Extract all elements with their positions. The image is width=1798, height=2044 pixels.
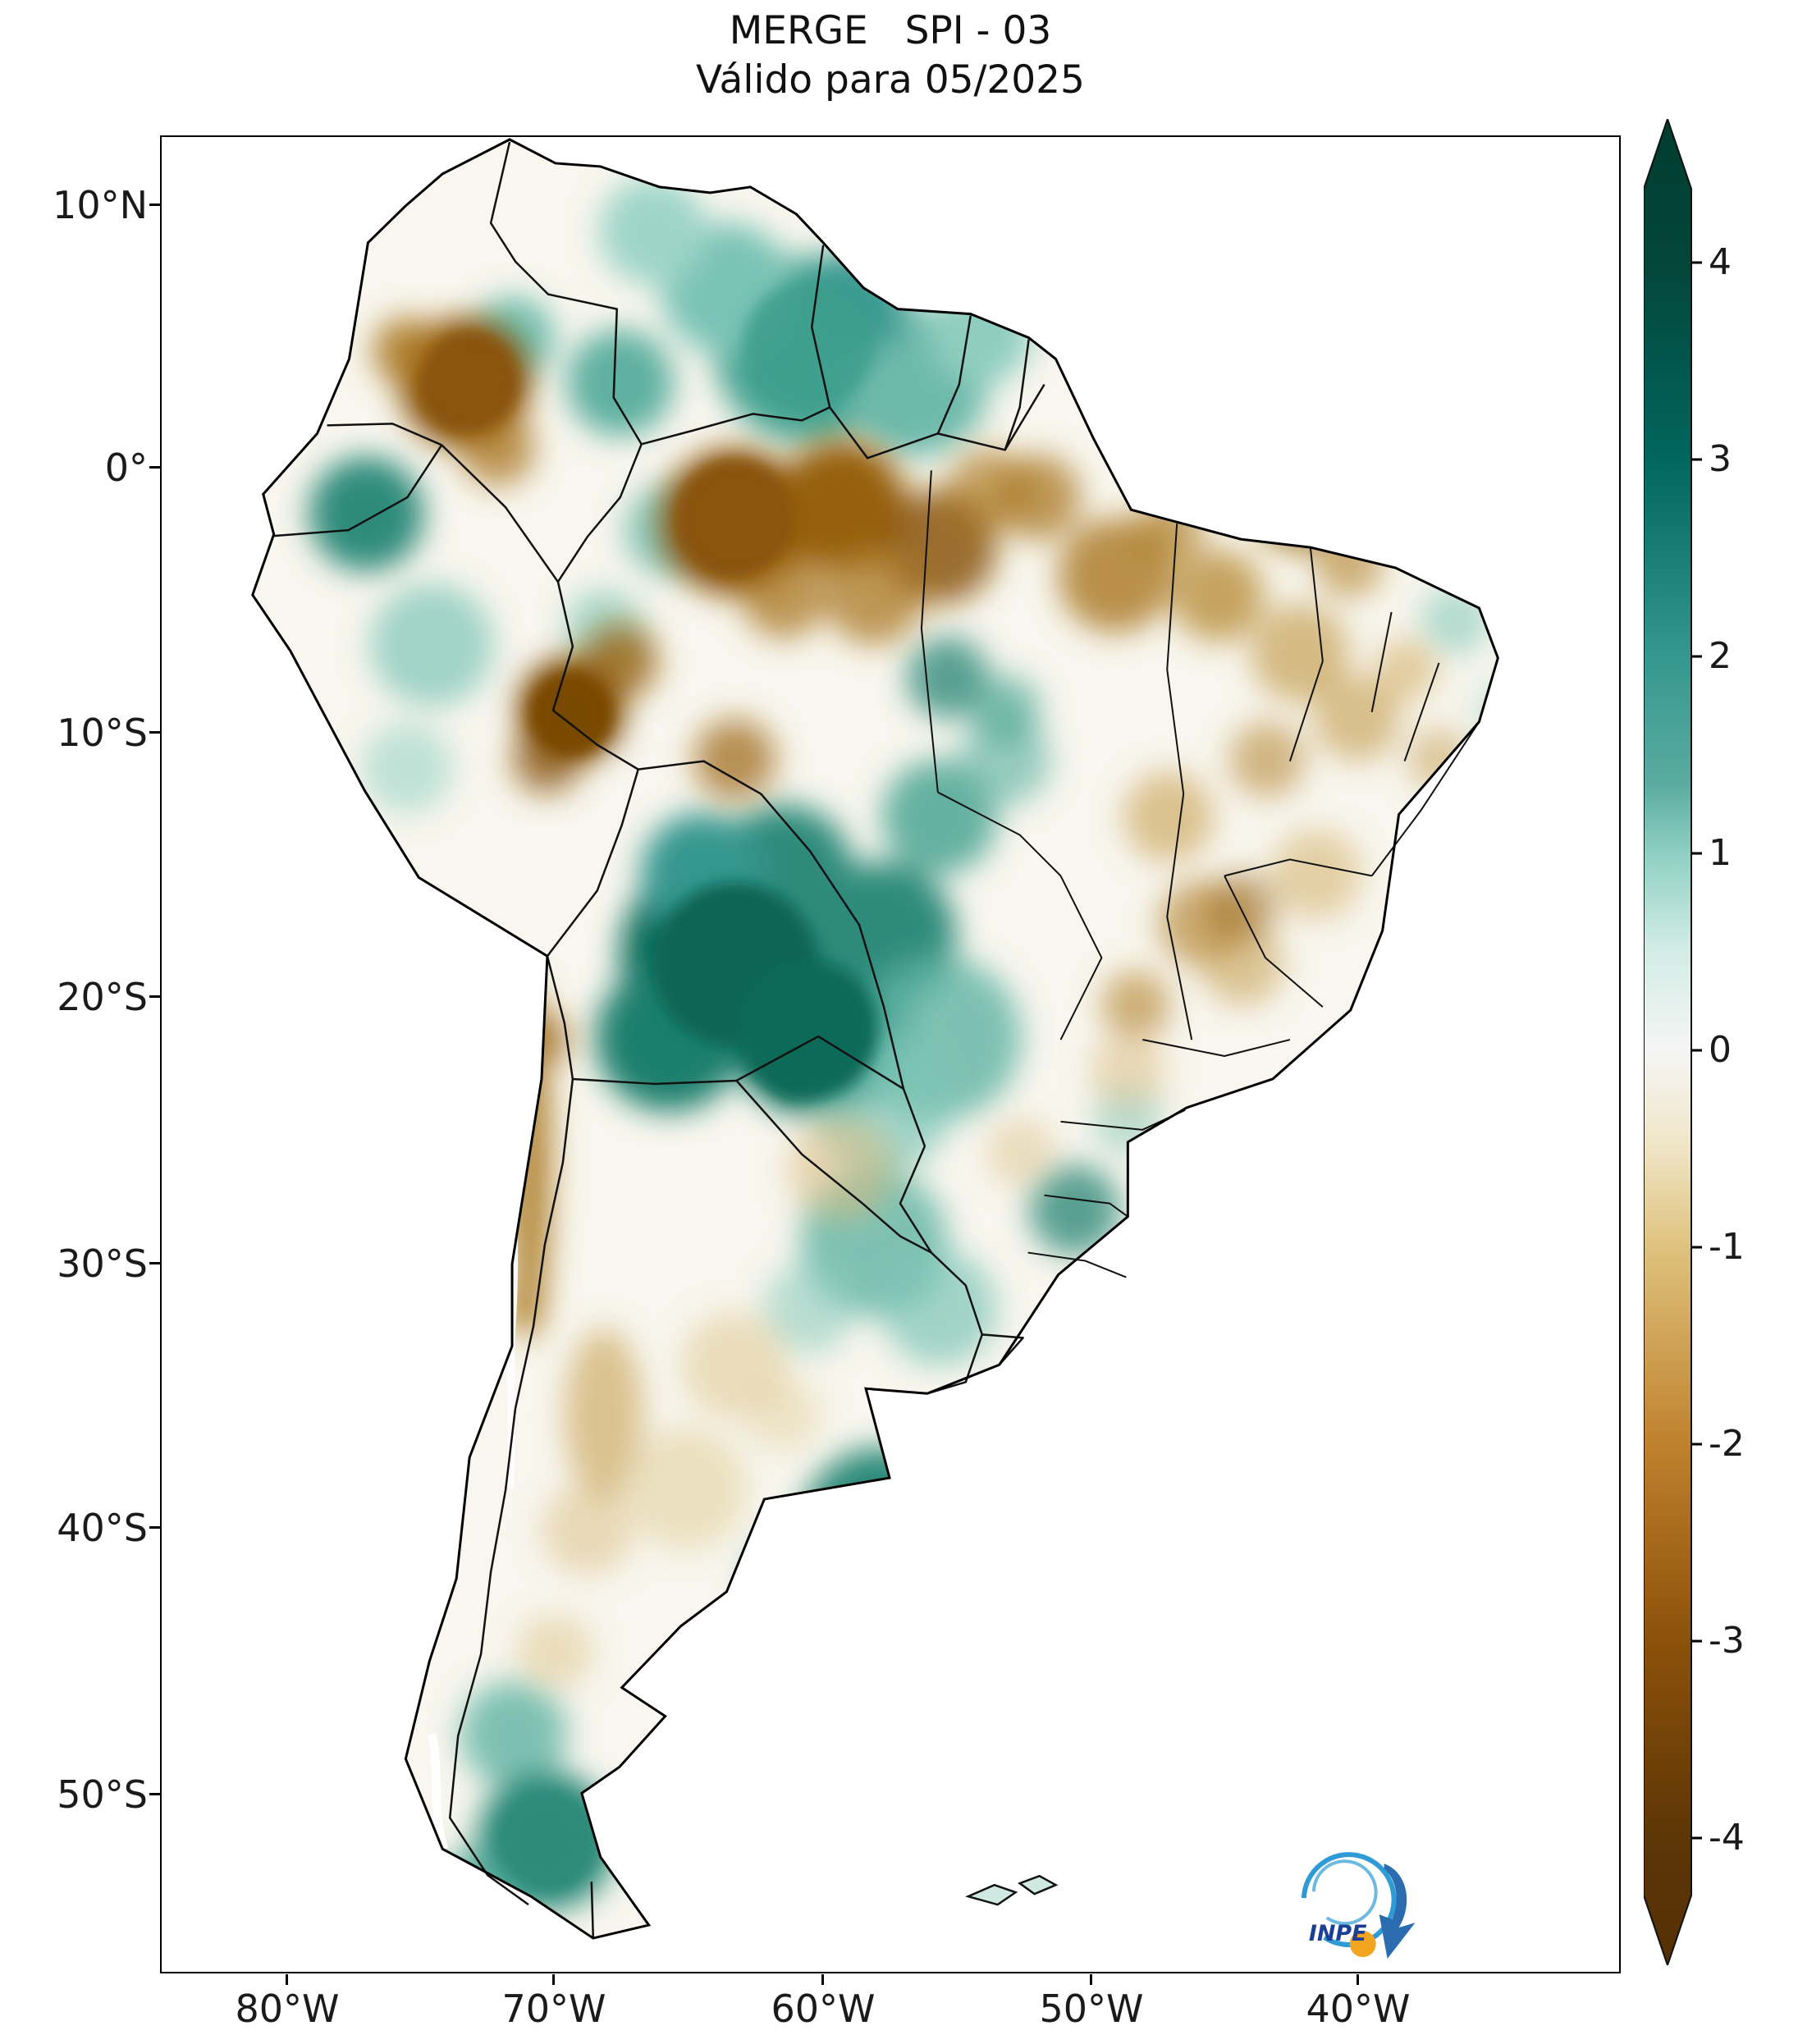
x-tick-label: 50°W — [1039, 1987, 1144, 2031]
colorbar-tick-label: 4 — [1709, 241, 1732, 283]
tick-mark — [821, 1974, 824, 1985]
tick-mark — [552, 1974, 555, 1985]
south-america-map: INPE — [251, 138, 1499, 1959]
tick-mark — [149, 731, 160, 734]
y-tick-label: 30°S — [57, 1241, 148, 1286]
figure-title: MERGE SPI - 03 Válido para 05/2025 — [160, 7, 1621, 105]
logo-text: INPE — [1309, 1921, 1367, 1946]
y-tick-label: 10°S — [57, 711, 148, 755]
colorbar-tick-label: 0 — [1709, 1029, 1732, 1071]
colorbar-tick-label: -4 — [1709, 1817, 1745, 1859]
tick-mark — [286, 1974, 288, 1985]
colorbar-svg — [1644, 119, 1702, 1965]
colorbar-tick-marks — [1691, 261, 1702, 1840]
y-tick-label: 20°S — [57, 975, 148, 1019]
y-tick-label: 10°N — [53, 183, 148, 227]
inpe-logo: INPE — [1301, 1852, 1416, 1959]
state-borders — [920, 470, 1480, 1278]
tick-mark — [149, 1262, 160, 1264]
country-borders — [273, 141, 1045, 1939]
tick-mark — [149, 203, 160, 206]
islands — [965, 1874, 1059, 1906]
colorbar — [1644, 119, 1704, 1965]
logo-orange-dot-icon — [1349, 1931, 1376, 1958]
logo-inner-swirl-icon — [1311, 1859, 1378, 1926]
x-tick-label: 60°W — [771, 1987, 876, 2031]
tick-mark — [149, 466, 160, 469]
colorbar-tick-label: 1 — [1709, 832, 1732, 874]
tick-mark — [1090, 1974, 1092, 1985]
tick-mark — [1357, 1974, 1359, 1985]
colorbar-tick-label: 3 — [1709, 438, 1732, 480]
tick-mark — [149, 1793, 160, 1795]
tick-mark — [149, 995, 160, 998]
title-line-1: MERGE SPI - 03 — [729, 8, 1052, 53]
y-tick-label: 40°S — [57, 1506, 148, 1550]
y-tick-label: 0° — [104, 446, 148, 490]
y-tick-label: 50°S — [57, 1772, 148, 1817]
x-tick-label: 40°W — [1306, 1987, 1411, 2031]
x-tick-label: 70°W — [501, 1987, 606, 2031]
colorbar-tick-label: 2 — [1709, 635, 1732, 677]
title-line-2: Válido para 05/2025 — [696, 57, 1085, 103]
plot-frame: INPE — [160, 135, 1621, 1973]
colorbar-tick-label: -2 — [1709, 1423, 1745, 1465]
colorbar-tick-label: -3 — [1709, 1620, 1745, 1662]
colorbar-tick-label: -1 — [1709, 1226, 1745, 1268]
logo-arrow-icon — [1379, 1863, 1416, 1959]
tick-mark — [149, 1526, 160, 1529]
colorbar-gradient-bar — [1644, 119, 1692, 1965]
x-tick-label: 80°W — [235, 1987, 340, 2031]
